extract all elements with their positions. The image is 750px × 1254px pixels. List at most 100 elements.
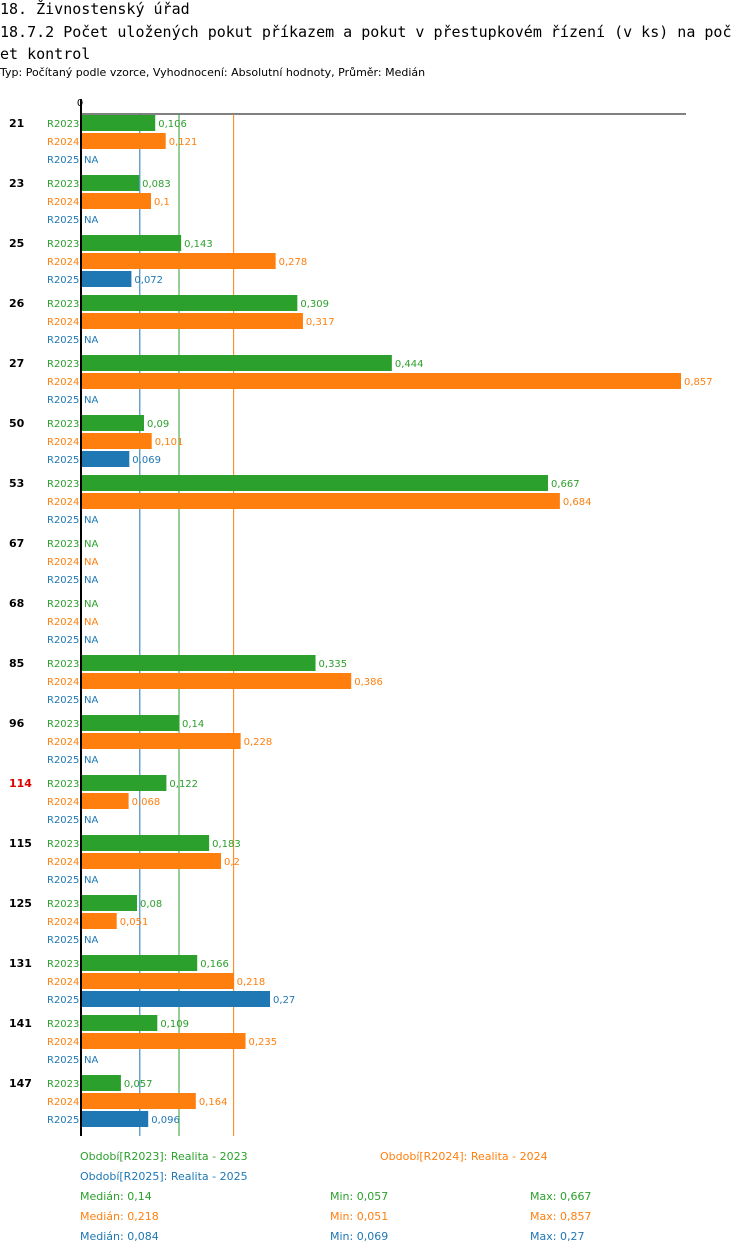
series-label: R2024 xyxy=(47,1097,79,1108)
data-label: 0,072 xyxy=(134,275,163,286)
data-label: 0,235 xyxy=(249,1037,278,1048)
series-label: R2023 xyxy=(47,1079,79,1090)
legend-period-r2023: Období[R2023]: Realita - 2023 xyxy=(80,1150,248,1163)
legend-median-r2023: Medián: 0,14 xyxy=(80,1190,152,1203)
bar-r2023 xyxy=(81,715,180,731)
chart-subtitle: Typ: Počítaný podle vzorce, Vyhodnocení:… xyxy=(0,66,426,79)
series-label: R2025 xyxy=(47,635,79,646)
series-label: R2023 xyxy=(47,659,79,670)
series-label: R2024 xyxy=(47,1037,79,1048)
series-label: R2024 xyxy=(47,377,79,388)
series-label: R2025 xyxy=(47,755,79,766)
series-label: R2023 xyxy=(47,719,79,730)
legend-median-r2025: Medián: 0,084 xyxy=(80,1230,159,1243)
data-label: 0,667 xyxy=(551,479,580,490)
series-label: R2025 xyxy=(47,1115,79,1126)
series-label: R2023 xyxy=(47,1019,79,1030)
series-label: R2025 xyxy=(47,875,79,886)
bar-r2023 xyxy=(81,1075,121,1091)
data-label: NA xyxy=(84,695,98,706)
series-label: R2023 xyxy=(47,599,79,610)
bar-r2024 xyxy=(81,193,152,209)
bar-r2023 xyxy=(81,955,198,971)
data-label: NA xyxy=(84,935,98,946)
bar-r2024 xyxy=(81,433,152,449)
data-label: NA xyxy=(84,755,98,766)
data-label: 0,096 xyxy=(151,1115,180,1126)
series-label: R2023 xyxy=(47,299,79,310)
data-label: 0,335 xyxy=(319,659,348,670)
series-label: R2025 xyxy=(47,455,79,466)
bar-r2024 xyxy=(81,1033,246,1049)
bar-r2025 xyxy=(81,271,132,287)
bar-r2025 xyxy=(81,991,271,1007)
category-label: 23 xyxy=(9,177,24,190)
category-label: 21 xyxy=(9,117,24,130)
bar-r2024 xyxy=(81,673,352,689)
data-label: 0,083 xyxy=(142,179,171,190)
legend-min-r2024: Min: 0,051 xyxy=(330,1210,389,1223)
series-label: R2023 xyxy=(47,539,79,550)
data-label: NA xyxy=(84,215,98,226)
data-label: 0,101 xyxy=(155,437,184,448)
bar-r2024 xyxy=(81,913,117,929)
category-label: 115 xyxy=(9,837,32,850)
series-label: R2025 xyxy=(47,935,79,946)
data-label: 0,309 xyxy=(300,299,329,310)
data-label: NA xyxy=(84,575,98,586)
series-label: R2024 xyxy=(47,557,79,568)
legend-period-r2025: Období[R2025]: Realita - 2025 xyxy=(80,1170,248,1183)
legend-max-r2023: Max: 0,667 xyxy=(530,1190,592,1203)
bar-r2023 xyxy=(81,475,548,491)
category-label: 114 xyxy=(9,777,32,790)
series-label: R2024 xyxy=(47,857,79,868)
bar-r2024 xyxy=(81,373,681,389)
bar-r2024 xyxy=(81,793,129,809)
data-label: NA xyxy=(84,395,98,406)
series-label: R2024 xyxy=(47,317,79,328)
series-label: R2025 xyxy=(47,335,79,346)
series-label: R2025 xyxy=(47,695,79,706)
category-label: 131 xyxy=(9,957,32,970)
series-label: R2024 xyxy=(47,197,79,208)
series-label: R2023 xyxy=(47,479,79,490)
data-label: 0,444 xyxy=(395,359,424,370)
bar-r2023 xyxy=(81,1015,158,1031)
data-label: 0,164 xyxy=(199,1097,228,1108)
series-label: R2024 xyxy=(47,677,79,688)
data-label: 0,317 xyxy=(306,317,335,328)
data-label: 0,684 xyxy=(563,497,592,508)
chart-section-title: 18. Živnostenský úřad xyxy=(0,0,190,18)
data-label: 0,2 xyxy=(224,857,240,868)
data-label: NA xyxy=(84,155,98,166)
data-label: 0,057 xyxy=(124,1079,153,1090)
data-label: 0,386 xyxy=(354,677,383,688)
bar-r2024 xyxy=(81,313,303,329)
series-label: R2023 xyxy=(47,959,79,970)
category-label: 50 xyxy=(9,417,25,430)
series-label: R2024 xyxy=(47,497,79,508)
data-label: NA xyxy=(84,557,98,568)
series-label: R2023 xyxy=(47,239,79,250)
series-label: R2025 xyxy=(47,155,79,166)
bar-r2023 xyxy=(81,895,138,911)
series-label: R2025 xyxy=(47,995,79,1006)
category-label: 68 xyxy=(9,597,24,610)
data-label: 0,218 xyxy=(237,977,266,988)
data-label: 0,278 xyxy=(279,257,308,268)
data-label: 0,228 xyxy=(244,737,273,748)
bar-r2024 xyxy=(81,853,222,869)
bar-r2023 xyxy=(81,115,156,131)
series-label: R2024 xyxy=(47,797,79,808)
data-label: NA xyxy=(84,335,98,346)
category-label: 25 xyxy=(9,237,24,250)
series-label: R2023 xyxy=(47,179,79,190)
series-label: R2023 xyxy=(47,119,79,130)
data-label: NA xyxy=(84,875,98,886)
series-label: R2023 xyxy=(47,779,79,790)
series-label: R2024 xyxy=(47,977,79,988)
bar-r2024 xyxy=(81,133,166,149)
data-label: 0,14 xyxy=(182,719,204,730)
data-label: 0,068 xyxy=(132,797,161,808)
bar-r2024 xyxy=(81,493,560,509)
